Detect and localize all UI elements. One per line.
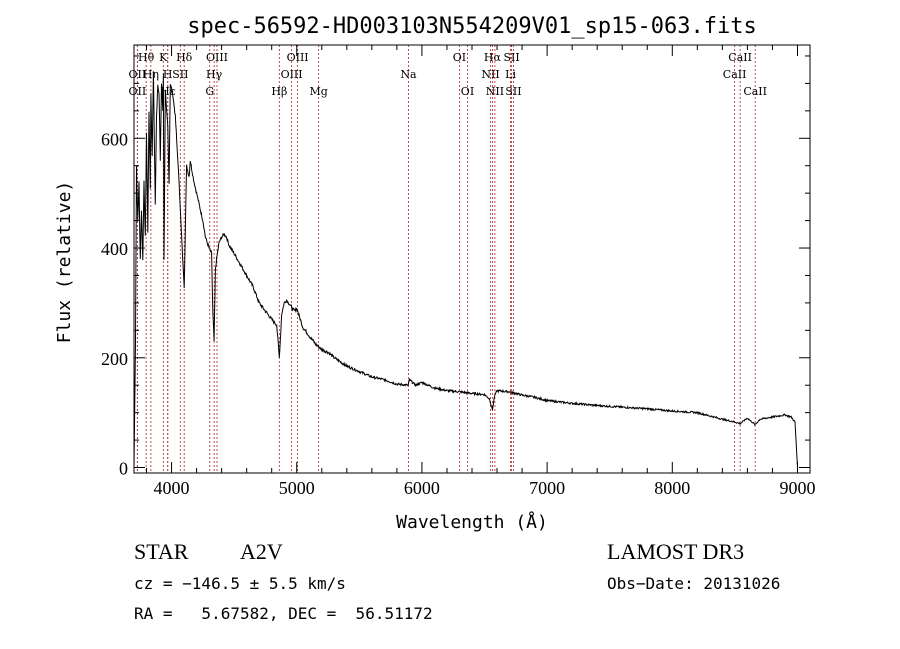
x-tick-label: 6000	[404, 478, 440, 498]
line-marker-label-14: Hβ	[271, 85, 287, 98]
line-marker-label-24: SII	[505, 85, 521, 98]
line-marker-label-1: OII	[129, 68, 147, 81]
line-marker-label-10: Hγ	[206, 68, 223, 81]
x-tick-label: 8000	[654, 478, 690, 498]
object-class: STAR	[134, 539, 189, 564]
x-tick-label: 4000	[154, 478, 190, 498]
y-tick-label: 600	[101, 129, 128, 149]
spectral-line-markers	[136, 45, 756, 473]
line-marker-label-2: OII	[129, 85, 147, 98]
line-marker-label-22: Li	[505, 68, 516, 81]
y-tick-label: 0	[119, 459, 128, 479]
object-subclass: A2V	[240, 539, 283, 564]
y-tick-label: 400	[101, 239, 128, 259]
line-marker-label-26: CaII	[723, 68, 747, 81]
line-marker-label-12: OIII	[287, 51, 309, 64]
line-marker-label-20: SII	[503, 51, 519, 64]
observation-date: Obs−Date: 20131026	[607, 574, 780, 593]
line-marker-label-16: Na	[400, 68, 417, 81]
coordinates: RA = 5.67582, DEC = 56.51172	[134, 604, 433, 623]
redshift-cz: cz = −146.5 ± 5.5 km/s	[134, 574, 346, 593]
line-marker-label-8: SII	[172, 68, 188, 81]
line-marker-label-5: K	[159, 51, 168, 64]
line-marker-label-3: Hη	[143, 68, 159, 81]
axis-tick-labels: 4000 5000 6000 7000 8000 9000 0 200 400 600	[101, 129, 815, 498]
line-marker-label-0: Hθ	[138, 51, 155, 64]
line-marker-label-19: Hα	[484, 51, 502, 64]
line-marker-label-11: G	[205, 85, 214, 98]
chart-title: spec-56592-HD003103N554209V01_sp15-063.f…	[187, 14, 757, 39]
x-tick-label: 7000	[529, 478, 565, 498]
line-marker-label-18: OI	[461, 85, 474, 98]
line-marker-label-9: OIII	[206, 51, 228, 64]
x-axis-label: Wavelength (Å)	[396, 511, 548, 533]
spectrum-line	[133, 71, 798, 468]
line-marker-label-6: H	[163, 68, 173, 81]
line-marker-label-27: CaII	[743, 85, 767, 98]
line-marker-label-7: Hδ	[176, 51, 193, 64]
y-axis-label: Flux (relative)	[54, 181, 75, 344]
line-marker-label-21: NII	[481, 68, 499, 81]
x-tick-label: 9000	[779, 478, 815, 498]
line-marker-label-15: Mg	[309, 85, 327, 98]
y-tick-label: 200	[101, 349, 128, 369]
line-marker-label-23: NII	[486, 85, 504, 98]
axis-ticks	[134, 45, 810, 473]
x-tick-label: 5000	[279, 478, 315, 498]
spectrum-series	[133, 71, 798, 468]
survey-name: LAMOST DR3	[607, 539, 744, 564]
line-marker-label-17: OI	[453, 51, 466, 64]
plot-frame	[133, 44, 811, 474]
line-marker-label-13: OIII	[281, 68, 303, 81]
line-marker-label-25: CaII	[728, 51, 752, 64]
